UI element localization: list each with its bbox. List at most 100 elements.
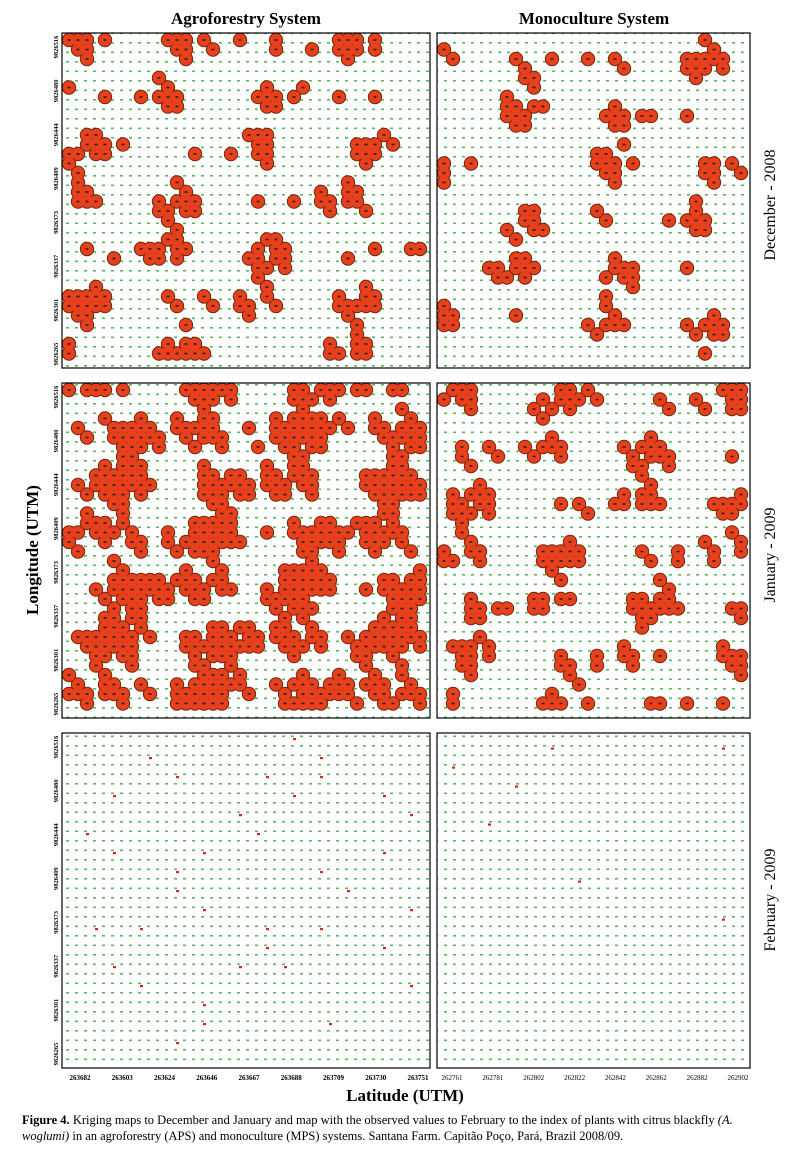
y-tick-label: 9826301 [53, 649, 60, 672]
plant-dot [175, 48, 179, 51]
plant-dot [604, 295, 608, 298]
plant-dot [469, 408, 473, 410]
plant-dot [283, 569, 287, 572]
caption-text: Kriging maps to December and January and… [72, 1113, 715, 1127]
plant-dot [409, 579, 413, 581]
plant-dot [364, 474, 368, 477]
plant-dot [640, 474, 644, 477]
plant-dot [247, 693, 251, 695]
plant-dot [382, 134, 386, 136]
plant-dot [193, 389, 197, 391]
plant-dot [310, 48, 314, 51]
plant-dot [139, 550, 143, 553]
y-tick-label: 9826516 [53, 735, 60, 759]
x-tick-label: 263603 [112, 1074, 134, 1082]
plant-dot [310, 417, 314, 420]
plant-dot [613, 314, 617, 317]
plant-dot [721, 503, 725, 505]
plant-dot [319, 541, 323, 543]
plant-dot [559, 702, 563, 705]
plant-dot [703, 352, 707, 355]
plant-dot [76, 172, 80, 174]
plant-dot [532, 105, 536, 108]
plant-dot [460, 455, 464, 458]
plant-dot [85, 693, 89, 695]
y-tick-label: 9826444 [53, 823, 60, 847]
plant-dot [211, 474, 215, 477]
plant-dot [301, 389, 305, 391]
plant-dot [130, 607, 134, 610]
plant-dot [373, 522, 377, 524]
y-tick-label: 9826516 [53, 385, 60, 409]
plant-dot [712, 172, 716, 174]
plant-dot [391, 474, 395, 477]
plant-dot [256, 248, 260, 250]
plant-dot [211, 645, 215, 648]
plant-dot [382, 503, 386, 505]
plant-dot [622, 503, 626, 505]
plant-dot [184, 210, 188, 212]
plant-dot [400, 693, 404, 695]
panel-frame [61, 732, 431, 1069]
plant-dot [247, 257, 251, 260]
plant-dot [166, 105, 170, 108]
plant-dot [211, 417, 215, 420]
plant-dot [94, 143, 98, 146]
plant-dot [193, 693, 197, 695]
plant-dot [469, 664, 473, 667]
plant-dot [184, 541, 188, 543]
map-panel [436, 32, 751, 369]
infested-plant [176, 871, 179, 874]
plant-dot [460, 398, 464, 401]
plant-dot [238, 674, 242, 676]
plant-dot [121, 436, 125, 439]
plant-dot [649, 484, 653, 486]
plant-dot [355, 655, 359, 657]
plant-dot [229, 153, 233, 155]
plant-dot [103, 484, 107, 486]
plant-dot [103, 143, 107, 146]
plant-dot [364, 389, 368, 391]
plant-dot [739, 674, 743, 676]
plant-dot [685, 58, 689, 60]
plant-dot [211, 626, 215, 629]
plant-dot [175, 693, 179, 695]
plant-dot [121, 389, 125, 391]
plant-dot [292, 465, 296, 467]
plant-dot [103, 617, 107, 619]
plant-dot [418, 579, 422, 581]
map-panel [61, 32, 431, 369]
plant-dot [337, 39, 341, 41]
plant-dot [229, 512, 233, 515]
plant-dot [94, 588, 98, 591]
plant-dot [211, 541, 215, 543]
plant-dot [202, 484, 206, 486]
plant-dot [175, 305, 179, 307]
plant-dot [613, 324, 617, 326]
plant-dot [130, 427, 134, 429]
plant-dot [67, 541, 71, 543]
plant-dot [409, 248, 413, 250]
panel-frame [61, 32, 431, 369]
plant-dot [577, 683, 581, 686]
plant-dot [391, 579, 395, 581]
plant-dot [505, 607, 509, 610]
plant-dot [139, 541, 143, 543]
plant-dot [568, 598, 572, 600]
plant-dot [730, 531, 734, 534]
y-axis-label: Longitude (UTM) [23, 485, 42, 615]
plant-dot [85, 248, 89, 250]
plant-dot [373, 541, 377, 543]
plant-dot [703, 39, 707, 41]
plant-dot [550, 446, 554, 448]
plant-dot [265, 267, 269, 269]
plant-dot [337, 417, 341, 420]
plant-dot [211, 674, 215, 676]
plant-dot [292, 455, 296, 458]
plant-dot [382, 512, 386, 515]
plant-dot [391, 512, 395, 515]
plant-dot [76, 427, 80, 429]
plant-dot [382, 636, 386, 638]
plant-dot [193, 352, 197, 355]
plant-dot [550, 436, 554, 439]
